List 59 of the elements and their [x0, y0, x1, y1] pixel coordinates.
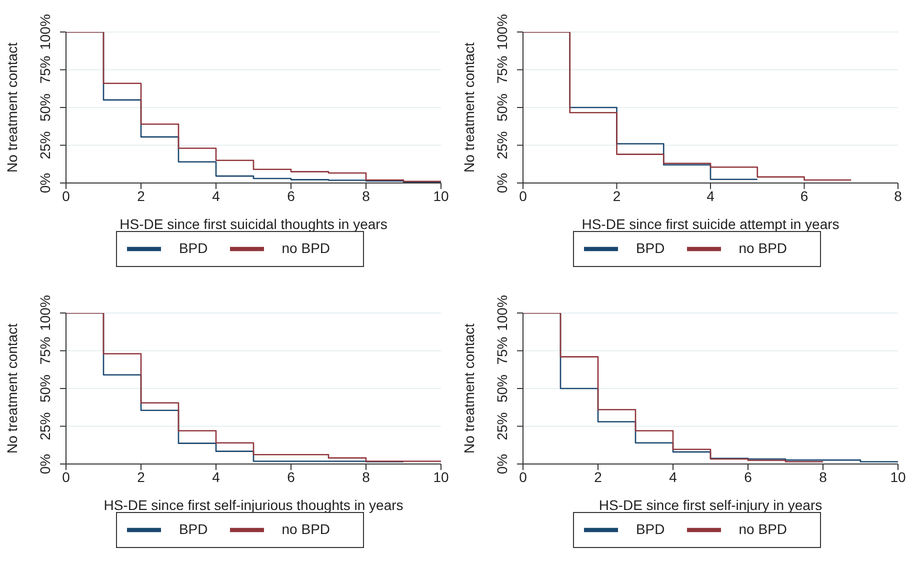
y-tick-label: 75% [494, 336, 510, 365]
x-tick-label: 10 [890, 468, 906, 485]
legend-label: BPD [636, 520, 665, 537]
x-tick-label: 4 [212, 468, 220, 485]
legend-label: no BPD [282, 520, 330, 537]
x-tick-label: 0 [519, 188, 528, 204]
x-tick-label: 10 [433, 468, 449, 485]
legend-label: no BPD [282, 240, 330, 256]
y-tick-label: 0% [37, 172, 53, 194]
y-tick-label: 0% [494, 454, 510, 474]
y-tick-label: 50% [494, 93, 510, 122]
y-tick-label: 50% [494, 374, 510, 403]
y-axis-title: No treatment contact [460, 42, 477, 172]
y-tick-label: 75% [494, 56, 510, 84]
x-axis-title: HS-DE since first suicidal thoughts in years [120, 216, 388, 232]
x-tick-label: 8 [362, 188, 370, 204]
x-axis-title: HS-DE since first self-injury in years [598, 497, 822, 513]
y-tick-label: 100% [494, 14, 510, 50]
x-tick-label: 8 [362, 468, 370, 485]
legend-label: no BPD [738, 520, 788, 537]
y-axis-title: No treatment contact [460, 323, 477, 454]
x-tick-label: 6 [744, 468, 752, 485]
x-tick-label: 2 [137, 188, 146, 204]
legend-label: BPD [636, 240, 665, 256]
legend-label: BPD [178, 240, 208, 256]
x-tick-label: 0 [62, 468, 70, 485]
x-tick-label: 8 [819, 468, 828, 485]
x-tick-label: 6 [800, 188, 808, 204]
x-tick-label: 10 [433, 188, 449, 204]
x-tick-label: 4 [212, 188, 220, 204]
y-tick-label: 25% [37, 412, 53, 440]
x-tick-label: 2 [612, 188, 621, 204]
x-tick-label: 0 [519, 468, 528, 485]
x-tick-label: 0 [62, 188, 70, 204]
y-tick-label: 50% [37, 93, 53, 122]
y-tick-label: 25% [494, 131, 510, 160]
y-tick-label: 0% [494, 172, 510, 194]
y-tick-label: 50% [37, 374, 53, 403]
x-axis-title: HS-DE since first suicide attempt in years [582, 216, 840, 232]
y-axis-title: No treatment contact [4, 323, 20, 454]
x-tick-label: 4 [669, 468, 678, 485]
y-axis-title: No treatment contact [4, 42, 20, 172]
x-axis-title: HS-DE since first self-injurious thoughts in years [104, 497, 404, 513]
x-tick-label: 6 [287, 468, 296, 485]
y-tick-label: 25% [494, 412, 510, 440]
x-tick-label: 2 [137, 468, 146, 485]
legend-label: no BPD [738, 240, 788, 256]
legend-label: BPD [178, 520, 208, 537]
y-tick-label: 0% [37, 454, 53, 474]
y-tick-label: 25% [37, 131, 53, 160]
y-tick-label: 100% [494, 295, 510, 331]
y-tick-label: 75% [37, 336, 53, 365]
x-tick-label: 4 [706, 188, 715, 204]
x-tick-label: 8 [894, 188, 902, 204]
y-tick-label: 100% [37, 295, 53, 331]
x-tick-label: 6 [287, 188, 296, 204]
y-tick-label: 100% [37, 14, 53, 50]
y-tick-label: 75% [37, 56, 53, 84]
x-tick-label: 2 [594, 468, 602, 485]
